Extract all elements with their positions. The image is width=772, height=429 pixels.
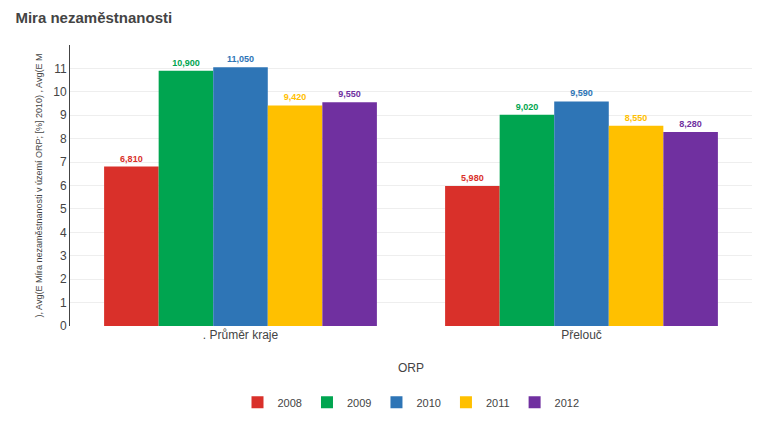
svg-text:2008: 2008 [278, 397, 302, 409]
svg-text:10,900: 10,900 [172, 58, 200, 68]
svg-text:2011: 2011 [486, 397, 510, 409]
svg-text:9,420: 9,420 [284, 92, 307, 102]
svg-text:. Průměr kraje: . Průměr kraje [203, 328, 279, 342]
svg-text:7: 7 [60, 155, 67, 169]
svg-text:Přelouč: Přelouč [561, 328, 602, 342]
svg-text:8: 8 [60, 132, 67, 146]
svg-text:9,020: 9,020 [516, 102, 539, 112]
svg-text:Mira nezaměstnanosti: Mira nezaměstnanosti [15, 9, 172, 26]
svg-text:6: 6 [60, 179, 67, 193]
svg-text:0: 0 [60, 319, 67, 333]
svg-text:3: 3 [60, 249, 67, 263]
svg-text:5: 5 [60, 202, 67, 216]
svg-text:1: 1 [60, 296, 67, 310]
svg-text:2012: 2012 [555, 397, 579, 409]
svg-text:11,050: 11,050 [227, 54, 254, 64]
svg-text:8,280: 8,280 [679, 119, 702, 129]
svg-text:ORP: ORP [398, 361, 424, 375]
svg-text:2010: 2010 [416, 397, 440, 409]
svg-text:9,590: 9,590 [570, 88, 593, 98]
svg-text:4: 4 [60, 226, 67, 240]
svg-text:2009: 2009 [347, 397, 371, 409]
svg-text:5,980: 5,980 [461, 173, 484, 183]
svg-text:11: 11 [54, 62, 67, 76]
svg-text:2: 2 [60, 272, 67, 286]
svg-text:10: 10 [53, 85, 67, 99]
svg-text:9,550: 9,550 [338, 89, 361, 99]
svg-text:9: 9 [60, 108, 67, 122]
svg-text:6,810: 6,810 [120, 154, 143, 164]
svg-text:8,550: 8,550 [625, 113, 648, 123]
svg-text:), Avg(E Míra nezaměstnanosti: ), Avg(E Míra nezaměstnanosti v území OR… [34, 54, 44, 318]
